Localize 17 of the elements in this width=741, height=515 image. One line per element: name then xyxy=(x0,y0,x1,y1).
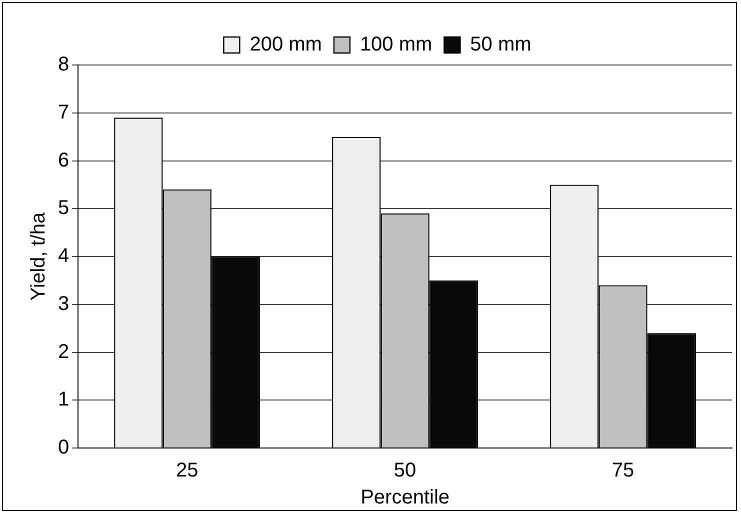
y-tick-label: 2 xyxy=(58,340,70,363)
x-axis-title: Percentile xyxy=(360,486,450,509)
y-tick-label: 3 xyxy=(58,292,70,315)
y-tick-label: 6 xyxy=(58,149,70,172)
x-tick-label: 50 xyxy=(394,460,416,482)
y-tick-label: 8 xyxy=(58,54,70,76)
x-tick-label: 25 xyxy=(176,460,198,482)
legend-label: 200 mm xyxy=(250,34,322,56)
y-tick-label: 7 xyxy=(58,101,70,124)
y-tick-label: 4 xyxy=(58,245,70,268)
legend-label: 50 mm xyxy=(470,34,532,56)
x-tick-label: 75 xyxy=(612,460,634,482)
legend-label: 100 mm xyxy=(360,34,432,56)
y-tick-label: 0 xyxy=(58,436,70,459)
y-tick-label: 5 xyxy=(58,197,70,220)
y-tick-label: 1 xyxy=(58,388,70,411)
y-axis-title: Yield, t/ha xyxy=(28,212,50,301)
